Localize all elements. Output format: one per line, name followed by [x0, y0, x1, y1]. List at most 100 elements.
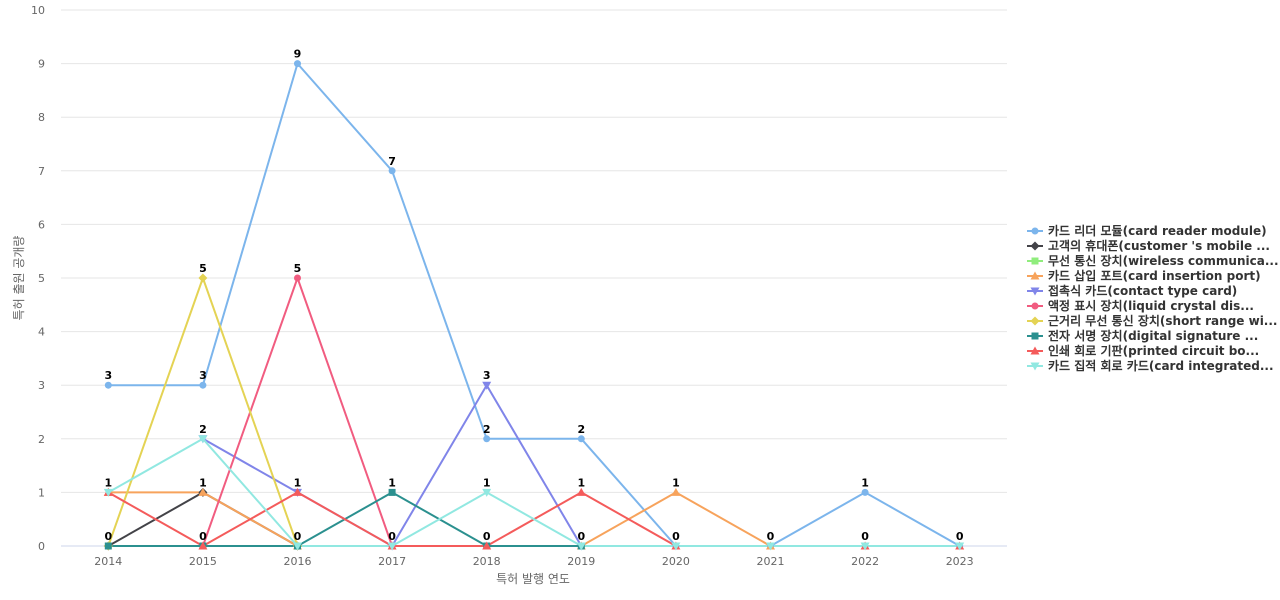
legend-item[interactable]: 접촉식 카드(contact type card) [1027, 283, 1237, 298]
legend-swatch-marker [1030, 241, 1040, 251]
y-tick-label: 2 [38, 433, 45, 446]
series-line [201, 384, 583, 547]
data-label: 5 [294, 262, 302, 275]
data-label: 5 [199, 262, 207, 275]
x-tick-label: 2018 [473, 555, 501, 568]
legend-item[interactable]: 무선 통신 장치(wireless communica... [1027, 253, 1279, 268]
data-label: 0 [104, 530, 112, 543]
legend-item[interactable]: 카드 집적 회로 카드(card integrated... [1027, 358, 1274, 373]
data-label: 0 [388, 530, 396, 543]
x-tick-label: 2020 [662, 555, 690, 568]
x-axis-ticks: 2014 2015 2016 2017 2018 2019 2020 2021 2022 2023 [94, 555, 973, 568]
series-point [577, 435, 585, 443]
series-point [198, 435, 208, 444]
series-point [576, 487, 586, 496]
legend-label: 무선 통신 장치(wireless communica... [1048, 253, 1279, 268]
series-point [293, 542, 302, 551]
series-point [388, 488, 396, 496]
series-point [198, 273, 208, 283]
legend-label: 고객의 휴대폰(customer 's mobile ... [1048, 238, 1270, 253]
y-tick-label: 9 [38, 58, 45, 71]
x-tick-label: 2021 [757, 555, 785, 568]
legend-label: 인쇄 회로 기판(printed circuit bo... [1048, 343, 1259, 358]
legend-swatch-marker [1031, 332, 1039, 340]
series-point [861, 488, 869, 496]
legend-swatch-marker [1030, 287, 1040, 296]
series-point [199, 381, 207, 389]
x-tick-label: 2016 [284, 555, 312, 568]
data-label: 3 [104, 369, 112, 382]
y-tick-label: 8 [38, 111, 45, 124]
data-label: 0 [577, 530, 585, 543]
x-axis-title: 특허 발행 연도 [496, 571, 570, 586]
data-label: 3 [483, 369, 491, 382]
legend-swatch-marker [1031, 257, 1039, 265]
legend-item[interactable]: 고객의 휴대폰(customer 's mobile ... [1027, 238, 1270, 253]
x-tick-label: 2023 [946, 555, 974, 568]
series-point [104, 542, 112, 550]
series-point [294, 274, 301, 282]
data-label: 1 [294, 476, 302, 489]
series-lines [107, 62, 961, 547]
y-tick-label: 7 [38, 165, 45, 178]
series-point [388, 167, 396, 175]
legend-item[interactable]: 카드 삽입 포트(card insertion port) [1027, 268, 1261, 283]
legend-label: 접촉식 카드(contact type card) [1048, 283, 1237, 298]
x-tick-label: 2019 [567, 555, 595, 568]
data-label: 0 [861, 530, 869, 543]
grid-lines [61, 9, 1007, 547]
data-label: 1 [388, 476, 396, 489]
series-point [860, 542, 870, 551]
series-point [483, 435, 491, 443]
series-point [671, 542, 681, 551]
legend-item[interactable]: 인쇄 회로 기판(printed circuit bo... [1027, 343, 1259, 358]
legend-label: 카드 삽입 포트(card insertion port) [1048, 268, 1261, 283]
legend-item[interactable]: 액정 표시 장치(liquid crystal dis... [1027, 298, 1254, 313]
data-label: 9 [294, 48, 302, 61]
series-point [576, 542, 586, 551]
legend-swatch-marker [1030, 346, 1040, 355]
data-label: 1 [861, 476, 869, 489]
data-label: 1 [199, 476, 207, 489]
series-markers [103, 60, 965, 551]
data-label: 1 [483, 476, 491, 489]
data-label: 0 [483, 530, 491, 543]
series-point [766, 542, 775, 551]
series-point [482, 541, 492, 550]
legend-swatch-marker [1031, 302, 1039, 310]
data-label: 1 [104, 476, 112, 489]
x-tick-label: 2014 [94, 555, 122, 568]
y-tick-label: 6 [38, 218, 45, 231]
legend-label: 전자 서명 장치(digital signature ... [1048, 328, 1258, 343]
series-point [198, 487, 208, 496]
data-label: 1 [672, 476, 680, 489]
series-point [482, 381, 492, 390]
data-label: 2 [199, 423, 207, 436]
legend-label: 액정 표시 장치(liquid crystal dis... [1048, 298, 1254, 313]
legend-label: 카드 집적 회로 카드(card integrated... [1048, 358, 1274, 373]
series-line [107, 437, 961, 547]
y-tick-label: 10 [31, 4, 45, 17]
data-label: 0 [199, 530, 207, 543]
legend-item[interactable]: 전자 서명 장치(digital signature ... [1027, 328, 1258, 343]
y-tick-label: 5 [38, 272, 45, 285]
legend-item[interactable]: 근거리 무선 통신 장치(short range wi... [1027, 313, 1277, 328]
y-tick-label: 0 [38, 540, 45, 553]
data-label: 0 [294, 530, 302, 543]
series-point [294, 60, 301, 68]
data-labels: 3 1 0 5 3 2 1 0 9 5 1 0 7 1 0 3 2 1 0 2 1 0 1 0 0 1 0 0 [104, 48, 963, 543]
data-label: 0 [672, 530, 680, 543]
series-line [107, 62, 961, 547]
data-label: 1 [577, 476, 585, 489]
legend-item[interactable]: 카드 리더 모듈(card reader module) [1027, 223, 1267, 238]
y-tick-label: 1 [38, 486, 45, 499]
series-point [482, 488, 492, 497]
series-point [293, 487, 302, 496]
series-line [107, 277, 299, 547]
data-label: 0 [956, 530, 964, 543]
data-label: 7 [388, 155, 396, 168]
y-tick-label: 3 [38, 379, 45, 392]
data-label: 3 [199, 369, 207, 382]
